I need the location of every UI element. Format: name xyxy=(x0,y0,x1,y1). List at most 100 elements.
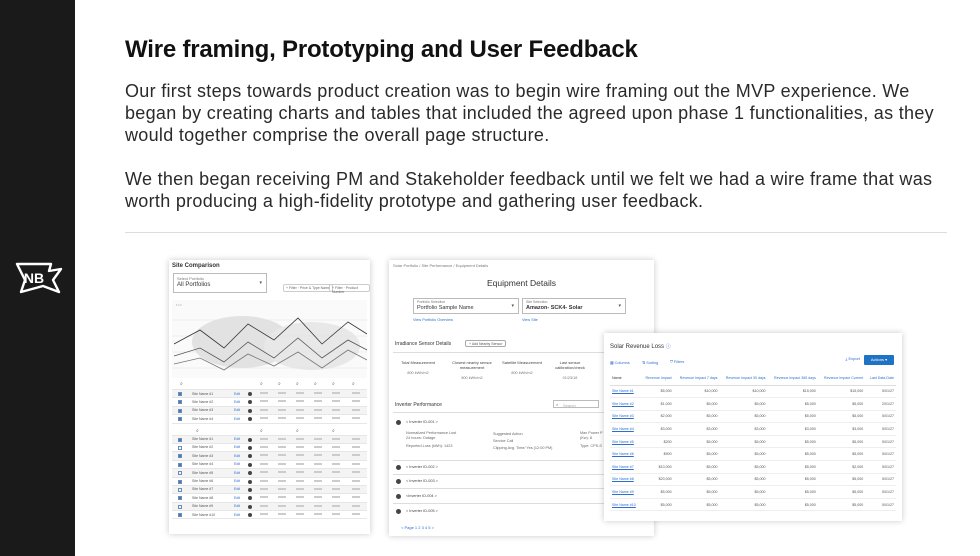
edit-link[interactable]: Edit xyxy=(234,416,241,421)
portfolio-selection[interactable]: Portfolio Selection Portfolio Sample Nam… xyxy=(413,298,519,314)
column-header[interactable]: Revenue Impact 7 days xyxy=(673,372,720,386)
inverter-2-title[interactable]: < Inverter ID-002 > xyxy=(406,465,438,469)
search-icon[interactable]: ⌕ xyxy=(296,427,299,434)
row-checkbox[interactable] xyxy=(178,496,182,501)
column-header[interactable]: Name xyxy=(610,372,641,386)
info-icon[interactable]: ⓘ xyxy=(665,344,671,350)
table-row[interactable]: Site Name #8 Edit xyxy=(172,494,367,503)
inverter-3-title[interactable]: < Inverter ID-003 > xyxy=(406,479,438,483)
site-link[interactable]: Site Name #7 xyxy=(610,460,641,474)
row-checkbox[interactable] xyxy=(178,504,182,509)
edit-link[interactable]: Edit xyxy=(234,437,241,442)
view-site-link[interactable]: View Site xyxy=(522,318,538,322)
row-checkbox[interactable] xyxy=(178,471,182,476)
search-icon[interactable]: ⌕ xyxy=(260,381,263,387)
table-row[interactable]: Site Name #10 Edit xyxy=(172,511,367,520)
column-header[interactable]: Revenue Impact Current xyxy=(817,372,866,386)
edit-link[interactable]: Edit xyxy=(234,408,241,413)
search-icon[interactable]: ⌕ xyxy=(352,381,355,387)
row-checkbox[interactable] xyxy=(178,479,182,484)
site-link[interactable]: Site Name #3 xyxy=(610,410,641,424)
table-row[interactable]: Site Name #7 Edit xyxy=(172,485,367,495)
pagination[interactable]: < Page 1 2 3 4 5 > xyxy=(401,525,434,530)
column-header[interactable]: Last Data Date xyxy=(865,372,896,386)
edit-link[interactable]: Edit xyxy=(234,479,241,484)
search-icon[interactable]: ⌕ xyxy=(196,427,199,434)
nb-logo-icon[interactable]: NB xyxy=(13,258,63,298)
portfolio-overview-link[interactable]: View Portfolio Overview xyxy=(413,318,454,322)
search-icon[interactable]: ⌕ xyxy=(296,381,299,387)
site-link[interactable]: Site Name #4 xyxy=(610,422,641,436)
edit-link[interactable]: Edit xyxy=(234,495,241,500)
table-row[interactable]: Site Name #4 Edit xyxy=(172,461,367,470)
row-checkbox[interactable] xyxy=(178,513,182,518)
logo-text: NB xyxy=(24,270,44,286)
column-header[interactable]: Revenue Impact 30 days xyxy=(719,372,768,386)
edit-link[interactable]: Edit xyxy=(234,453,241,458)
inverter-4-title[interactable]: <Inverter ID-004 > xyxy=(406,494,437,498)
site-link[interactable]: Site Name #2 xyxy=(610,397,641,411)
table-row[interactable]: Site Name #3 Edit xyxy=(172,452,367,461)
row-checkbox[interactable] xyxy=(178,417,182,422)
portfolio-select[interactable]: Select Portfolio All Portfolios ▾ xyxy=(173,273,267,293)
site-selection[interactable]: Site Selection Amazon- SCK4- Solar ▾ xyxy=(522,298,626,314)
table-row[interactable]: Site Name #6 Edit xyxy=(172,478,367,486)
row-checkbox[interactable] xyxy=(178,400,182,405)
edit-link[interactable]: Edit xyxy=(234,399,241,404)
row-checkbox[interactable] xyxy=(178,445,182,450)
add-sensor-button[interactable]: + Add Nearby Sensor xyxy=(465,340,507,347)
site-link[interactable]: Site Name #9 xyxy=(610,485,641,499)
table-row[interactable]: Site Name #2 Edit xyxy=(172,398,367,407)
filters-button[interactable]: ⛉ Filters xyxy=(670,360,685,364)
row-checkbox[interactable] xyxy=(178,408,182,413)
table-row[interactable]: Site Name #1 Edit xyxy=(172,390,367,399)
site-link[interactable]: Site Name #6 xyxy=(610,447,641,462)
row-checkbox[interactable] xyxy=(178,437,182,442)
table-row: Site Name #8 $20,000 $5,000 $5,000 $5,000 $5,… xyxy=(610,473,896,487)
edit-link[interactable]: Edit xyxy=(234,462,241,467)
breadcrumb[interactable]: Solar Portfolio / Site Performance / Equ… xyxy=(393,263,489,268)
filter-chip-1[interactable]: + Filter · Price & Type Name xyxy=(283,284,333,292)
site-link[interactable]: Site Name #10 xyxy=(610,498,641,512)
edit-link[interactable]: Edit xyxy=(234,445,241,450)
search-icon[interactable]: ⌕ xyxy=(180,381,183,387)
actions-button[interactable]: Actions ▾ xyxy=(864,355,894,365)
search-icon[interactable]: ⌕ xyxy=(314,381,317,387)
inverter-1-title[interactable]: < Inverter ID-001 > xyxy=(406,420,438,424)
site-link[interactable]: Site Name #5 xyxy=(610,435,641,449)
table-row[interactable]: Site Name #4 Edit xyxy=(172,415,367,424)
columns-button[interactable]: ▦ Columns xyxy=(610,361,630,365)
row-checkbox[interactable] xyxy=(178,454,182,459)
row-checkbox[interactable] xyxy=(178,392,182,396)
edit-link[interactable]: Edit xyxy=(234,487,241,492)
sorting-button[interactable]: ⇅ Sorting xyxy=(642,361,659,365)
search-icon[interactable]: ⌕ xyxy=(260,427,263,434)
site-link[interactable]: Site Name #1 xyxy=(610,385,641,399)
row-checkbox[interactable] xyxy=(178,487,182,492)
search-icon[interactable]: ⌕ xyxy=(332,427,335,434)
search-icon: ⌕ xyxy=(556,402,559,407)
table-row[interactable]: Site Name #5 Edit xyxy=(172,469,367,478)
edit-link[interactable]: Edit xyxy=(234,504,241,509)
table-row[interactable]: Site Name #9 Edit xyxy=(172,502,367,512)
column-header[interactable]: Revenue Impact xyxy=(640,372,674,386)
edit-link[interactable]: Edit xyxy=(234,391,241,396)
table-cell: $200 xyxy=(640,435,674,449)
inverter-5-title[interactable]: < Inverter ID-005 > xyxy=(406,509,438,513)
edit-link[interactable]: Edit xyxy=(234,512,241,517)
filter-chip-2[interactable]: + Filter · Product Number xyxy=(329,284,370,294)
inverter-search-input[interactable]: ⌕ Search xyxy=(553,400,599,408)
export-button[interactable]: ⤓ Export xyxy=(845,356,860,361)
row-checkbox[interactable] xyxy=(178,462,182,467)
search-icon[interactable]: ⌕ xyxy=(332,381,335,387)
placeholder-cell xyxy=(278,400,286,403)
table-cell: $10,000 xyxy=(673,385,720,399)
table-row[interactable]: Site Name #3 Edit xyxy=(172,406,367,416)
column-header[interactable]: Revenue Impact 365 days xyxy=(767,372,818,386)
edit-link[interactable]: Edit xyxy=(234,470,241,475)
table-row[interactable]: Site Name #1 Edit xyxy=(172,435,367,444)
site-link[interactable]: Site Name #8 xyxy=(610,473,641,487)
table-cell: $5,000 xyxy=(719,447,768,462)
table-row[interactable]: Site Name #2 Edit xyxy=(172,444,367,453)
search-icon[interactable]: ⌕ xyxy=(278,381,281,387)
